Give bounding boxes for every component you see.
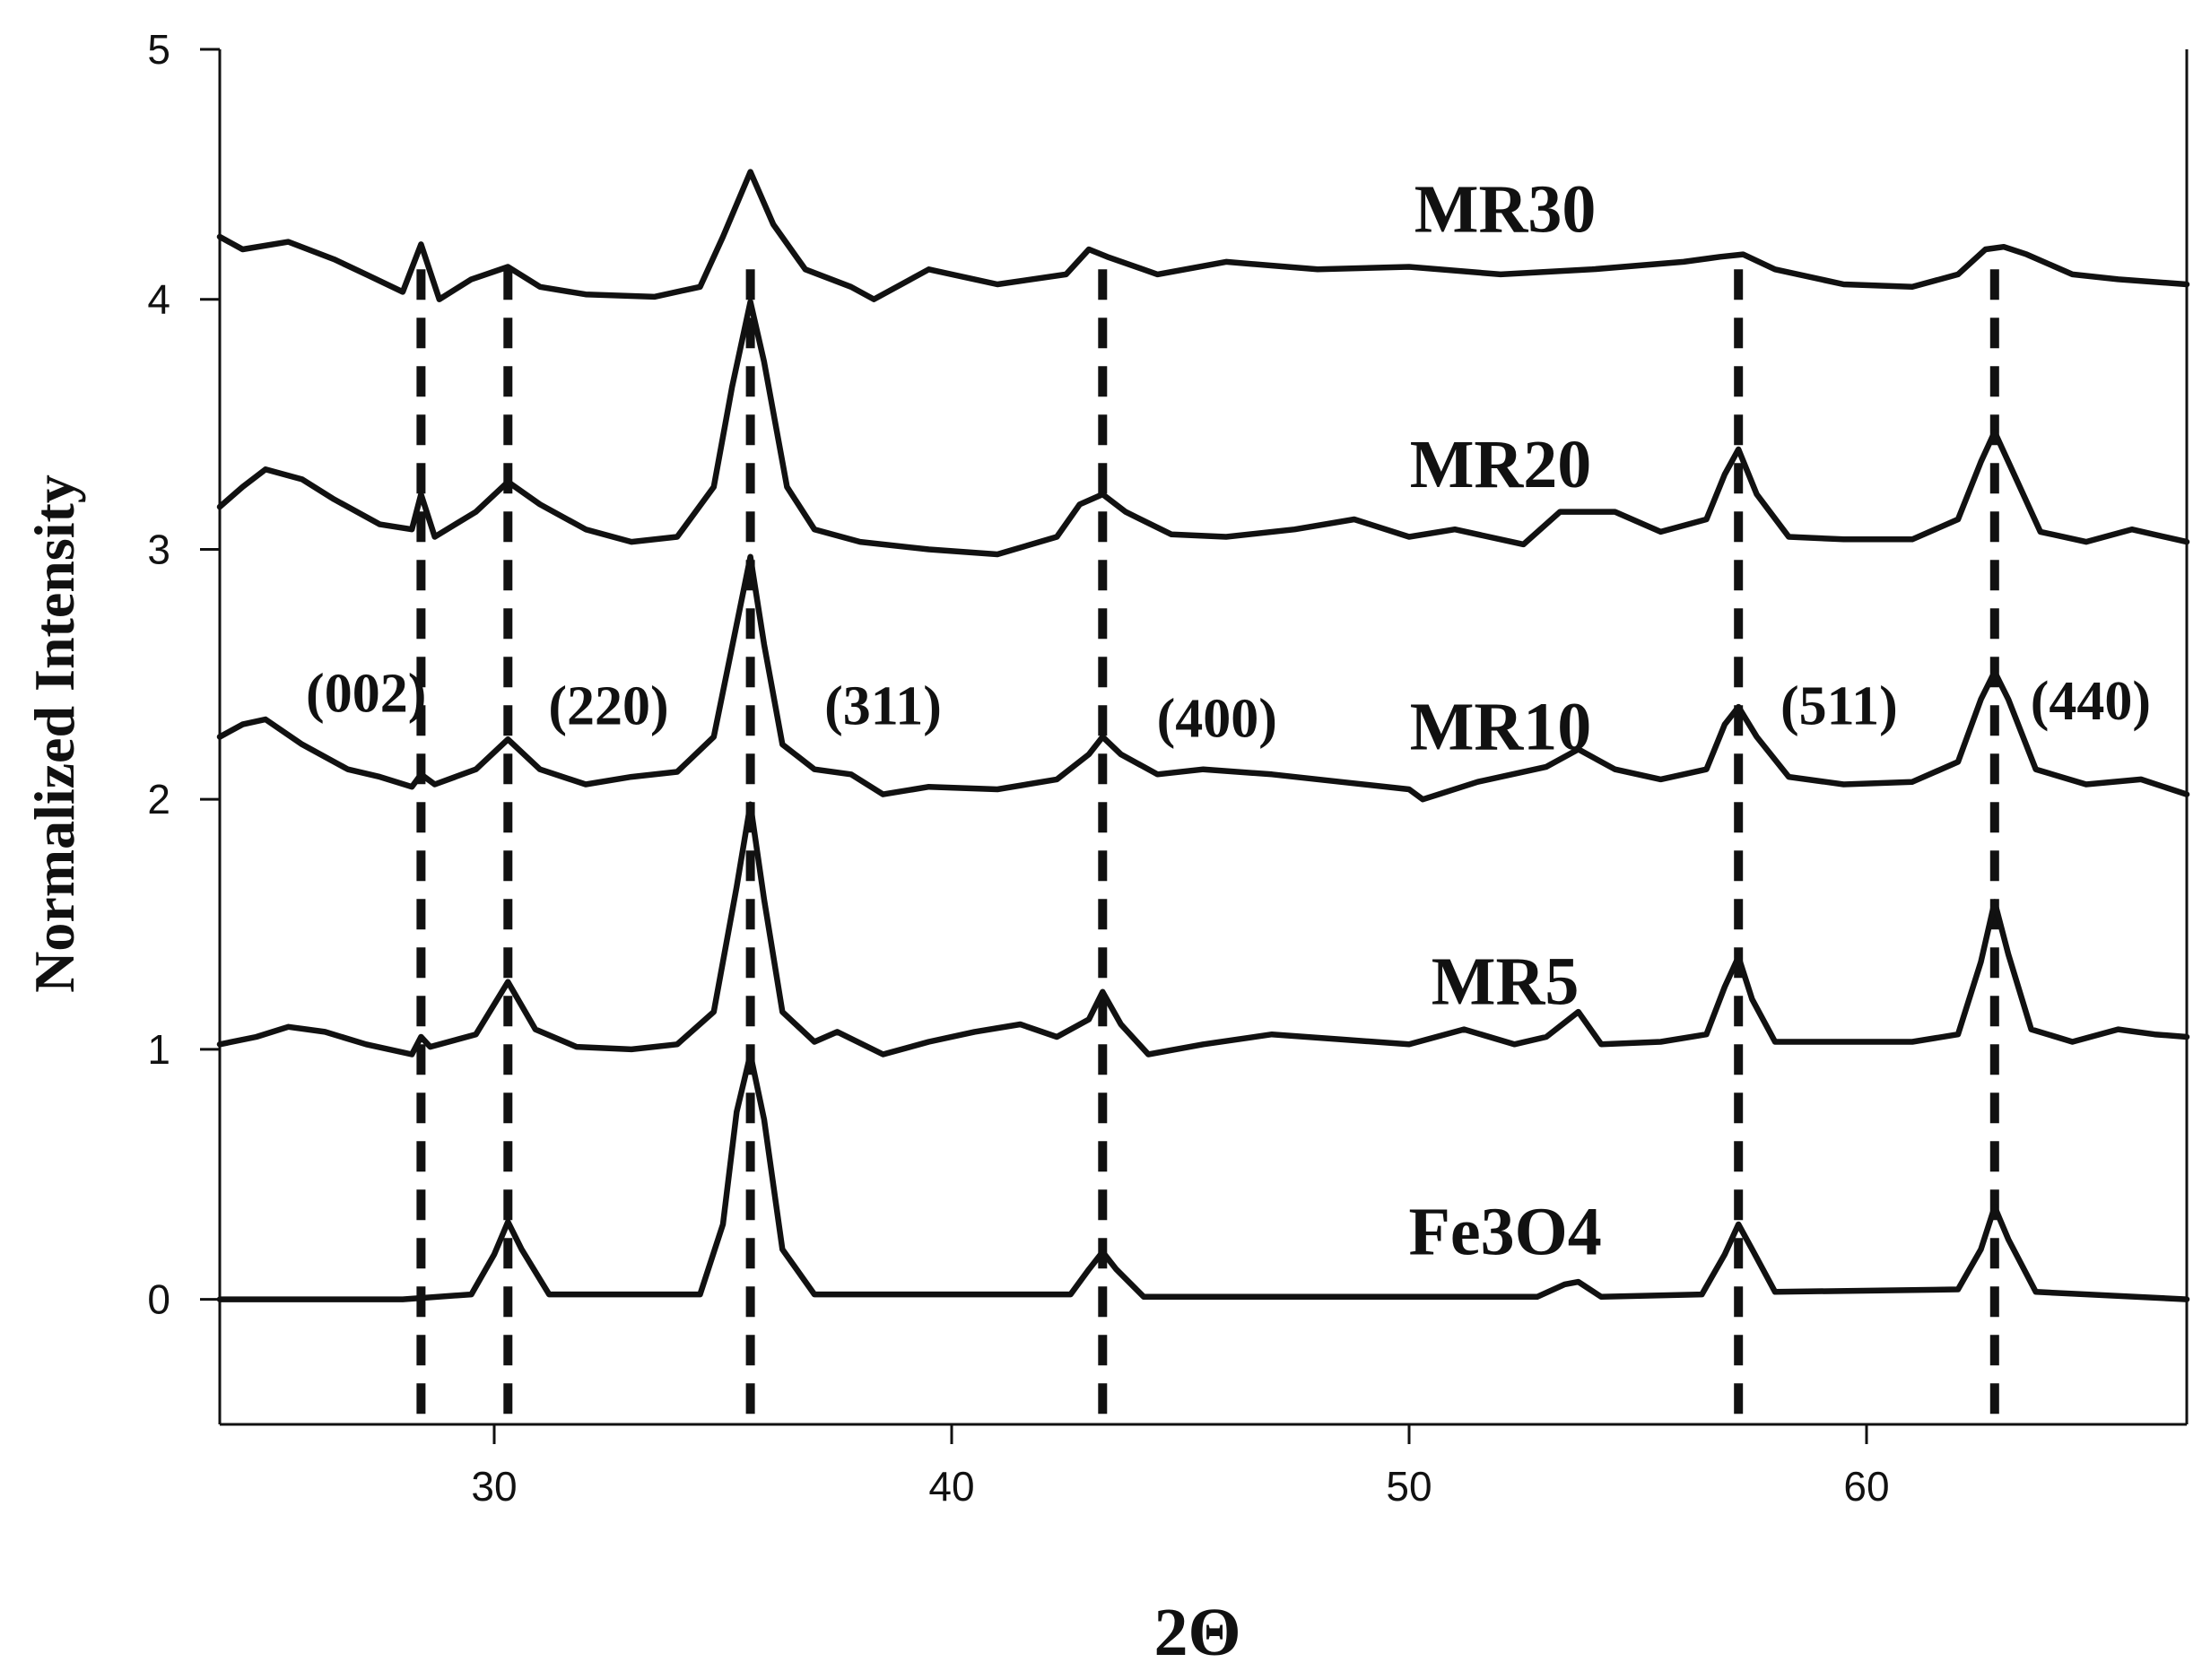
series-label: Fe3O4 [1408, 1194, 1601, 1269]
y-tick-label: 4 [147, 276, 170, 323]
peak-label: (440) [2031, 671, 2151, 732]
x-axis-ticks: 30 40 50 60 [471, 1424, 1890, 1510]
x-tick-label: 40 [928, 1463, 974, 1510]
series-line-fe3o4 [216, 1051, 2190, 1302]
series-traces [216, 169, 2190, 1302]
series-label: MR30 [1414, 171, 1597, 247]
series-line-mr10 [216, 553, 2190, 803]
peak-label: (002) [306, 664, 426, 725]
y-tick-label: 1 [147, 1026, 170, 1073]
series-line-mr5 [216, 801, 2190, 1058]
peak-label: (400) [1157, 689, 1277, 750]
peak-label: (220) [548, 676, 668, 737]
series-label: MR5 [1432, 944, 1580, 1020]
x-tick-label: 50 [1386, 1463, 1432, 1510]
peak-label: (311) [824, 676, 942, 737]
y-tick-label: 3 [147, 526, 170, 572]
x-axis-title: 2Θ [1153, 1595, 1240, 1670]
x-tick-label: 60 [1843, 1463, 1889, 1510]
series-label: MR10 [1410, 689, 1592, 764]
y-tick-label: 0 [147, 1276, 170, 1323]
y-tick-label: 5 [147, 26, 170, 73]
x-tick-label: 30 [471, 1463, 517, 1510]
series-line-mr20 [216, 299, 2190, 558]
series-line-mr30 [216, 169, 2190, 302]
y-tick-label: 2 [147, 776, 170, 823]
annotations: Fe3O4 MR5 MR10 MR20 MR30 (002) (220) (311) (400)… [306, 171, 2151, 1269]
peak-label: (511) [1780, 676, 1898, 737]
y-axis-ticks: 0 1 2 3 4 5 [147, 26, 220, 1323]
series-label: MR20 [1410, 427, 1592, 502]
y-axis-title: Normalized Intensity [22, 474, 86, 993]
reference-lines [416, 269, 1999, 1424]
